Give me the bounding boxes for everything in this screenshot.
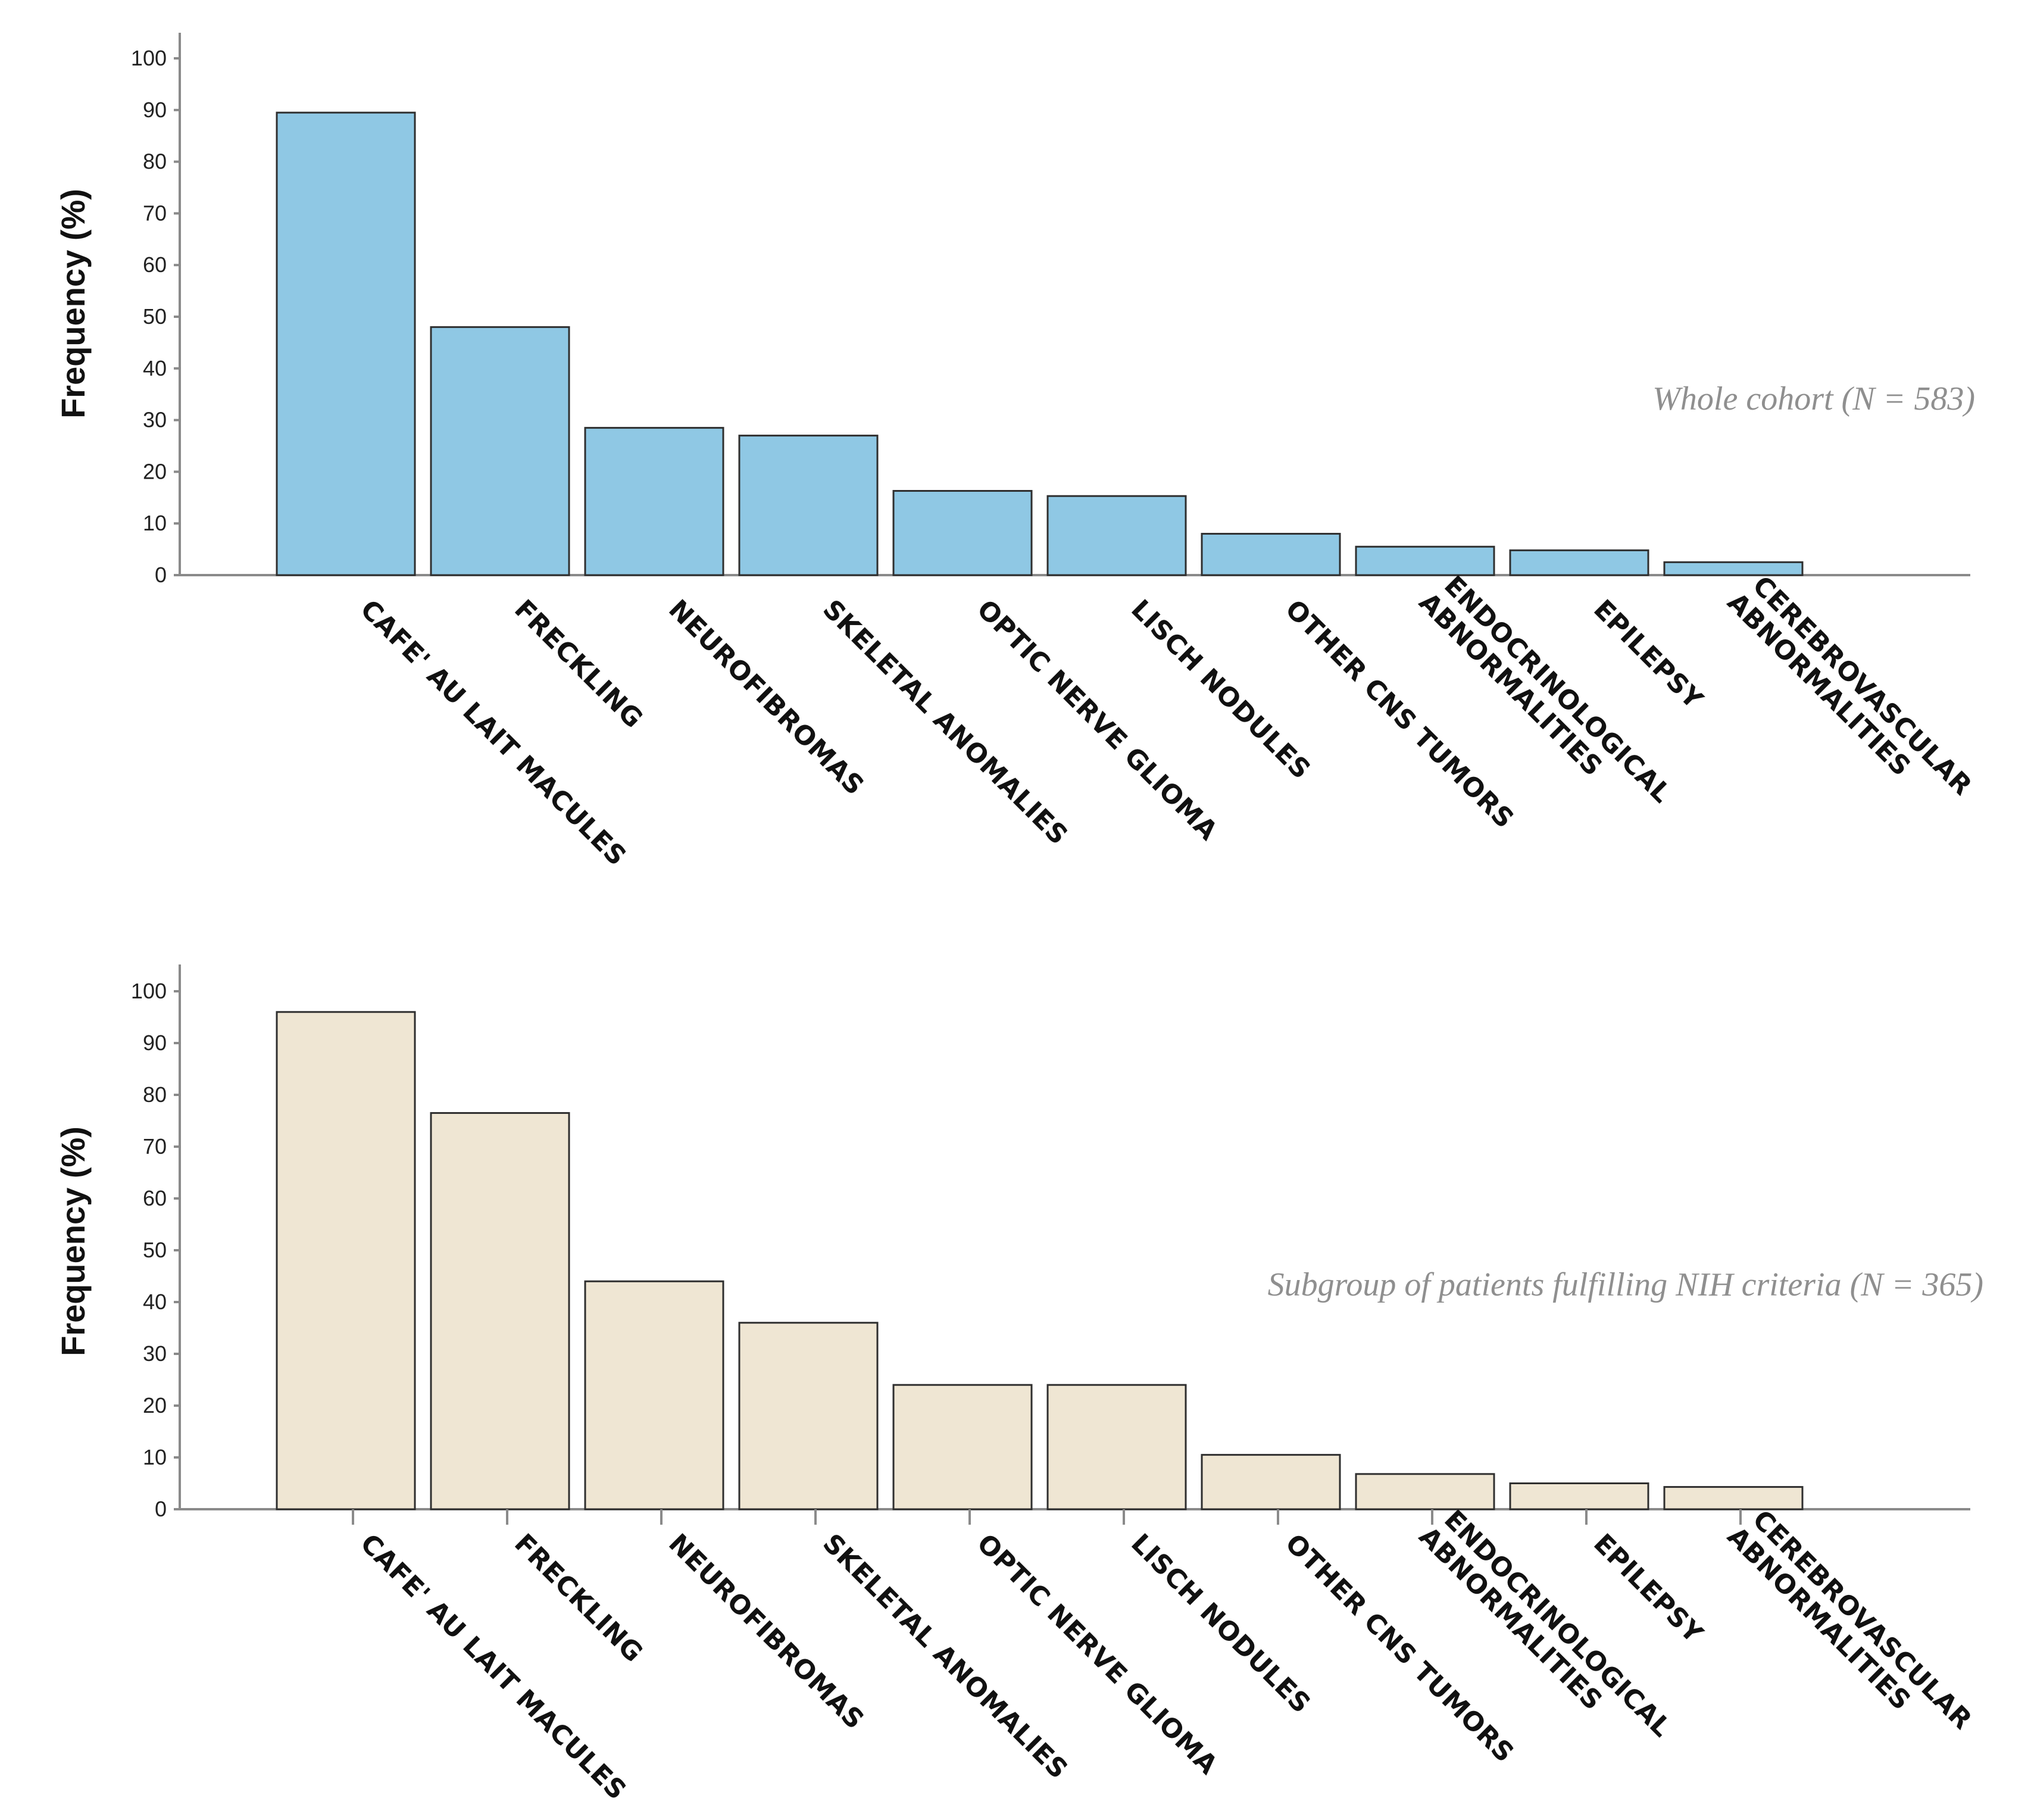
bar-3 (584, 1280, 724, 1510)
x-category-label: OPTIC NERVE GLIOMA (971, 594, 1223, 847)
bar-5 (892, 1384, 1033, 1510)
x-category-label-line: FRECKLING (508, 1528, 649, 1669)
y-tick-label: 90 (143, 98, 167, 122)
y-tick-label: 40 (143, 356, 167, 380)
bar-5 (892, 490, 1033, 576)
bar-1 (276, 111, 416, 576)
x-category-label: CEREBROVASCULARABNORMALITIES (1721, 566, 1978, 823)
y-axis-label: Frequency (%) (54, 1126, 92, 1356)
bar-2 (430, 1112, 570, 1510)
x-category-label: SKELETAL ANOMALIES (817, 594, 1073, 851)
y-tick-label: 40 (143, 1290, 167, 1314)
x-category-label-line: ABNORMALITIES (1721, 1521, 1917, 1716)
x-category-label-line: FRECKLING (508, 594, 649, 735)
cohort-annotation: Whole cohort (N = 583) (1652, 380, 1975, 417)
bar-1 (276, 1011, 416, 1510)
y-tick-label: 70 (143, 1134, 167, 1159)
y-tick-label: 100 (131, 46, 167, 70)
chart-panel-1: 0 10 20 30 40 50 60 70 80 90 100 Frequency (%) CAFE'… (54, 33, 1978, 872)
bar-3 (584, 427, 724, 576)
x-category-label-line: SKELETAL ANOMALIES (817, 594, 1073, 851)
x-category-label: FRECKLING (508, 594, 649, 735)
x-category-label-line: CAFE' AU LAIT MACULES (354, 1528, 632, 1806)
x-category-label: CAFE' AU LAIT MACULES (354, 594, 632, 872)
chart-panel-2: 0 10 20 30 40 50 60 70 80 90 100 Frequency (%) CAFE'… (54, 964, 1983, 1806)
bar-7 (1201, 1454, 1341, 1510)
x-category-label-line: ABNORMALITIES (1721, 587, 1917, 782)
y-tick-label: 80 (143, 1082, 167, 1107)
y-tick-label: 0 (155, 1497, 167, 1521)
bar-6 (1046, 1384, 1187, 1510)
y-tick-label: 100 (131, 979, 167, 1003)
x-category-label: EPILEPSY (1588, 594, 1709, 716)
x-category-label: CAFE' AU LAIT MACULES (354, 1528, 632, 1806)
bar-6 (1046, 495, 1187, 576)
y-tick-label: 60 (143, 252, 167, 277)
bar-4 (738, 435, 879, 576)
x-category-label: SKELETAL ANOMALIES (817, 1528, 1073, 1785)
bar-9 (1509, 1482, 1649, 1510)
x-category-label-line: OPTIC NERVE GLIOMA (971, 1528, 1223, 1781)
bar-9 (1509, 549, 1649, 576)
x-category-label-line: CEREBROVASCULAR (1746, 1504, 1977, 1735)
x-category-label-line: OPTIC NERVE GLIOMA (971, 594, 1223, 847)
cohort-annotation: Subgroup of patients fulfilling NIH crit… (1268, 1266, 1983, 1303)
x-category-label-line: EPILEPSY (1588, 1528, 1709, 1650)
x-category-label: OPTIC NERVE GLIOMA (971, 1528, 1223, 1781)
y-tick-label: 10 (143, 1445, 167, 1469)
bar-4 (738, 1322, 879, 1510)
y-tick-label: 10 (143, 511, 167, 535)
y-tick-label: 60 (143, 1186, 167, 1210)
y-tick-label: 80 (143, 149, 167, 174)
bar-2 (430, 326, 570, 576)
y-tick-label: 50 (143, 1238, 167, 1262)
x-category-label: FRECKLING (508, 1528, 649, 1669)
bar-10 (1663, 561, 1804, 576)
x-category-label: EPILEPSY (1588, 1528, 1709, 1650)
x-category-label-line: SKELETAL ANOMALIES (817, 1528, 1073, 1785)
y-tick-label: 20 (143, 1393, 167, 1418)
x-category-label-line: EPILEPSY (1588, 594, 1709, 716)
x-category-label: ENDOCRINOLOGICALABNORMALITIES (1413, 566, 1677, 831)
x-category-label: ENDOCRINOLOGICALABNORMALITIES (1413, 1500, 1677, 1765)
bar-7 (1201, 533, 1341, 576)
y-tick-label: 90 (143, 1031, 167, 1055)
y-tick-label: 0 (155, 563, 167, 587)
bar-8 (1355, 1473, 1495, 1510)
y-tick-label: 20 (143, 459, 167, 483)
x-category-label: CEREBROVASCULARABNORMALITIES (1721, 1500, 1978, 1757)
y-axis-label: Frequency (%) (54, 189, 92, 419)
bar-10 (1663, 1486, 1804, 1510)
y-tick-label: 50 (143, 304, 167, 329)
y-tick-label: 30 (143, 408, 167, 432)
y-tick-label: 30 (143, 1341, 167, 1366)
x-category-label-line: CAFE' AU LAIT MACULES (354, 594, 632, 872)
x-category-label-line: CEREBROVASCULAR (1746, 570, 1977, 801)
y-tick-label: 70 (143, 201, 167, 225)
bar-8 (1355, 545, 1495, 576)
